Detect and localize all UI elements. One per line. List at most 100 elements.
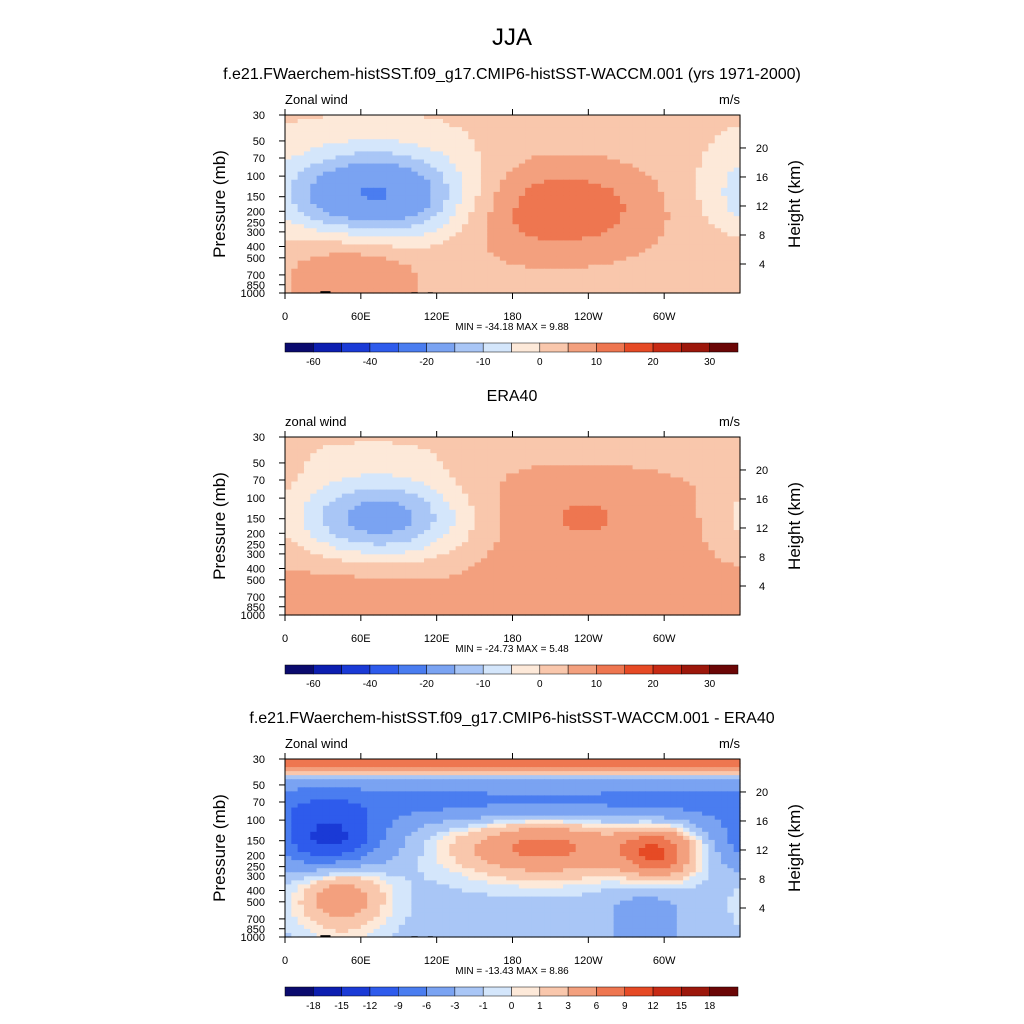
field-cell xyxy=(702,135,709,140)
field-cell xyxy=(657,497,665,503)
field-cell xyxy=(727,244,735,250)
field-cell xyxy=(335,461,343,466)
field-cell xyxy=(645,264,653,270)
field-cell xyxy=(310,284,318,290)
field-cell xyxy=(316,526,324,531)
field-cell xyxy=(645,240,653,246)
field-cell xyxy=(436,288,444,294)
field-cell xyxy=(544,139,552,144)
field-cell xyxy=(531,155,539,161)
field-cell xyxy=(537,437,545,442)
field-cell xyxy=(727,143,735,148)
field-cell xyxy=(392,216,400,221)
field-cell xyxy=(360,220,368,225)
field-cell xyxy=(619,147,627,153)
field-cell xyxy=(455,183,463,189)
field-cell xyxy=(341,163,349,169)
field-cell xyxy=(664,473,672,479)
field-cell xyxy=(367,264,375,270)
field-cell xyxy=(537,485,545,491)
field-cell xyxy=(582,437,589,442)
field-cell xyxy=(480,139,488,144)
field-cell xyxy=(531,204,539,209)
field-cell xyxy=(493,517,501,523)
field-cell xyxy=(531,187,539,193)
field-cell xyxy=(607,224,615,229)
field-cell xyxy=(525,268,533,274)
field-cell xyxy=(367,280,375,286)
field-cell xyxy=(322,199,330,205)
field-cell xyxy=(461,123,469,128)
field-cell xyxy=(657,199,665,205)
field-cell xyxy=(386,505,394,511)
field-cell xyxy=(695,513,703,519)
field-cell xyxy=(638,437,646,442)
field-cell xyxy=(689,123,697,128)
field-cell xyxy=(335,449,343,454)
field-cell xyxy=(544,280,552,286)
field-cell xyxy=(550,208,558,213)
field-cell xyxy=(436,155,444,161)
field-cell xyxy=(575,445,583,450)
field-cell xyxy=(442,497,450,503)
field-cell xyxy=(721,260,728,266)
field-cell xyxy=(461,163,469,169)
field-cell xyxy=(341,191,349,197)
field-cell xyxy=(575,155,583,161)
field-cell xyxy=(480,216,488,221)
field-cell xyxy=(392,119,400,124)
field-cell xyxy=(588,115,596,120)
field-cell xyxy=(386,123,394,128)
field-cell xyxy=(360,195,368,201)
field-cell xyxy=(291,131,299,136)
field-cell xyxy=(291,187,299,193)
field-cell xyxy=(354,437,362,442)
field-cell xyxy=(442,119,450,124)
field-cell xyxy=(512,208,520,213)
field-cell xyxy=(310,147,318,153)
field-cell xyxy=(392,171,400,177)
field-cell xyxy=(480,481,488,487)
field-cell xyxy=(405,526,412,531)
field-cell xyxy=(392,453,400,458)
field-cell xyxy=(493,119,501,124)
field-cell xyxy=(367,224,375,229)
field-cell xyxy=(733,220,741,225)
field-cell xyxy=(544,284,552,290)
field-cell xyxy=(386,465,394,470)
field-cell xyxy=(322,240,330,246)
field-cell xyxy=(683,155,691,161)
field-cell xyxy=(619,453,627,458)
field-cell xyxy=(348,175,356,181)
field-cell xyxy=(436,526,444,531)
field-cell xyxy=(708,228,716,233)
field-cell xyxy=(544,497,552,503)
field-cell xyxy=(493,489,501,495)
field-cell xyxy=(480,485,488,491)
field-cell xyxy=(493,220,501,225)
field-cell xyxy=(695,232,703,237)
field-cell xyxy=(449,526,457,531)
field-cell xyxy=(480,280,488,286)
field-cell xyxy=(316,175,324,181)
field-cell xyxy=(531,453,539,458)
field-cell xyxy=(733,159,741,165)
field-cell xyxy=(373,244,381,250)
field-cell xyxy=(676,183,684,189)
field-cell xyxy=(575,449,583,454)
field-cell xyxy=(607,232,615,237)
field-cell xyxy=(537,264,545,270)
field-cell xyxy=(619,212,627,217)
field-cell xyxy=(588,473,596,479)
field-cell xyxy=(348,505,356,511)
field-cell xyxy=(588,208,596,213)
field-cell xyxy=(392,195,400,201)
field-cell xyxy=(436,179,444,185)
field-cell xyxy=(683,469,691,475)
field-cell xyxy=(512,147,520,153)
field-cell xyxy=(468,163,476,169)
y-tick-label: 70 xyxy=(253,153,265,165)
field-cell xyxy=(493,473,501,479)
field-cell xyxy=(632,449,640,454)
field-cell xyxy=(310,276,318,282)
